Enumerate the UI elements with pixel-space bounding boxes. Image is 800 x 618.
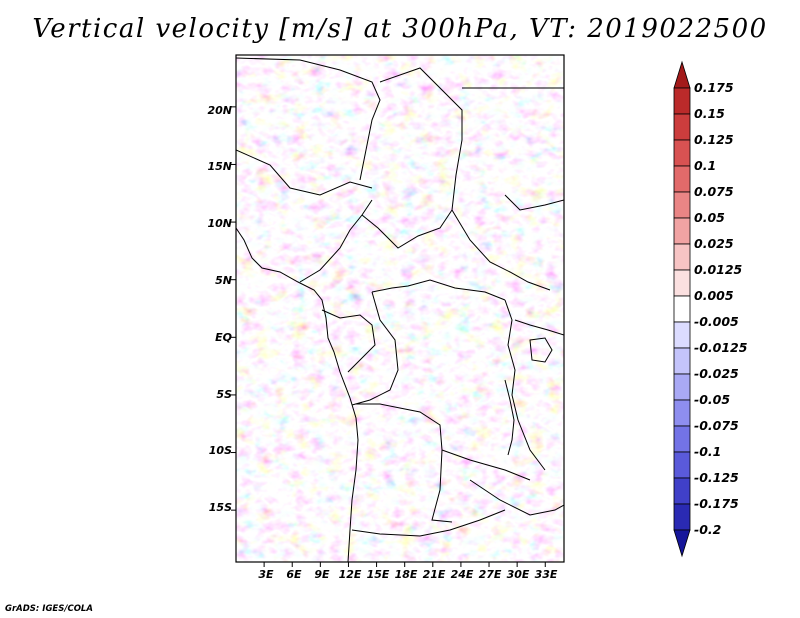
- x-label-30e: 30E: [506, 568, 530, 581]
- border-algeria-libya: [236, 57, 381, 181]
- cbar-label: -0.125: [694, 470, 739, 485]
- cbar-label: 0.075: [694, 184, 734, 199]
- cbar-label: 0.025: [694, 236, 734, 251]
- y-label-20n: 20N: [207, 104, 232, 117]
- colorbar-cell: [673, 321, 691, 349]
- border-ethiopia: [504, 194, 564, 211]
- x-label-6e: 6E: [286, 568, 302, 581]
- x-label-33e: 33E: [534, 568, 558, 581]
- y-label-eq: EQ: [215, 331, 232, 344]
- x-label-3e: 3E: [258, 568, 274, 581]
- cbar-label: 0.1: [694, 158, 717, 173]
- border-niger-chad: [236, 149, 373, 196]
- cbar-label: -0.05: [694, 392, 731, 407]
- x-label-18e: 18E: [394, 568, 418, 581]
- y-label-15s: 15S: [208, 501, 232, 514]
- x-label-9e: 9E: [314, 568, 330, 581]
- colorbar-cell: [673, 503, 691, 531]
- colorbar-cell: [673, 399, 691, 427]
- colorbar-cell: [673, 477, 691, 505]
- country-borders: [236, 57, 564, 562]
- x-label-15e: 15E: [366, 568, 390, 581]
- x-label-12e: 12E: [338, 568, 362, 581]
- border-sudan-ssudan: [451, 209, 551, 291]
- border-congo-drc: [351, 291, 399, 406]
- lake-victoria: [529, 337, 553, 363]
- colorbar-cell: [673, 269, 691, 297]
- lake-tanganyika: [504, 379, 515, 456]
- border-namibia: [351, 509, 506, 537]
- axis-ticks: [231, 106, 546, 567]
- cbar-label: -0.0125: [694, 340, 748, 355]
- cbar-label: 0.125: [694, 132, 734, 147]
- border-gabon-congo: [321, 309, 376, 373]
- colorbar-cell: [673, 60, 691, 89]
- colorbar-cell: [673, 529, 691, 558]
- colorbar-cell: [673, 113, 691, 141]
- cbar-label: -0.025: [694, 366, 739, 381]
- colorbar-cell: [673, 191, 691, 219]
- border-drc-east: [504, 299, 546, 471]
- map-frame: [235, 54, 565, 563]
- colorbar-cell: [673, 425, 691, 453]
- colorbar-cell: [673, 451, 691, 479]
- x-label-21e: 21E: [422, 568, 446, 581]
- y-label-10s: 10S: [208, 444, 232, 457]
- cbar-label: -0.175: [694, 496, 739, 511]
- colorbar-cell: [673, 139, 691, 167]
- border-zambia-zimbabwe: [469, 479, 564, 516]
- border-libya-egypt-sudan: [379, 67, 463, 211]
- colorbar-cell: [673, 347, 691, 375]
- cbar-label: -0.1: [694, 444, 722, 459]
- cbar-label: 0.175: [694, 80, 734, 95]
- cbar-label: 0.005: [694, 288, 734, 303]
- grads-credit: GrADS: IGES/COLA: [5, 604, 93, 614]
- x-label-24e: 24E: [450, 568, 474, 581]
- x-label-27e: 27E: [478, 568, 502, 581]
- colorbar-cell: [673, 165, 691, 193]
- cbar-label: 0.05: [694, 210, 725, 225]
- border-chad-car: [361, 209, 453, 249]
- y-label-15n: 15N: [207, 160, 232, 173]
- border-uganda-kenya: [514, 319, 564, 336]
- y-label-10n: 10N: [207, 217, 232, 230]
- colorbar-cell: [673, 87, 691, 115]
- velocity-field: [236, 55, 564, 562]
- y-label-5s: 5S: [216, 388, 232, 401]
- colorbar-cell: [673, 295, 691, 323]
- cbar-label: -0.075: [694, 418, 739, 433]
- cbar-label: -0.005: [694, 314, 739, 329]
- border-angola-zambia: [431, 449, 453, 523]
- colorbar-cell: [673, 243, 691, 271]
- cbar-label: -0.2: [694, 522, 722, 537]
- colorbar-cell: [673, 373, 691, 401]
- border-angola-drc: [356, 403, 531, 481]
- border-car-drc: [371, 279, 506, 301]
- chart-title: Vertical velocity [m/s] at 300hPa, VT: 2…: [32, 14, 768, 44]
- y-label-5n: 5N: [215, 274, 232, 287]
- colorbar-cell: [673, 217, 691, 245]
- coastline-west: [236, 227, 359, 562]
- cbar-label: 0.0125: [694, 262, 743, 277]
- border-nigeria-cameroon: [299, 199, 373, 283]
- cbar-label: 0.15: [694, 106, 725, 121]
